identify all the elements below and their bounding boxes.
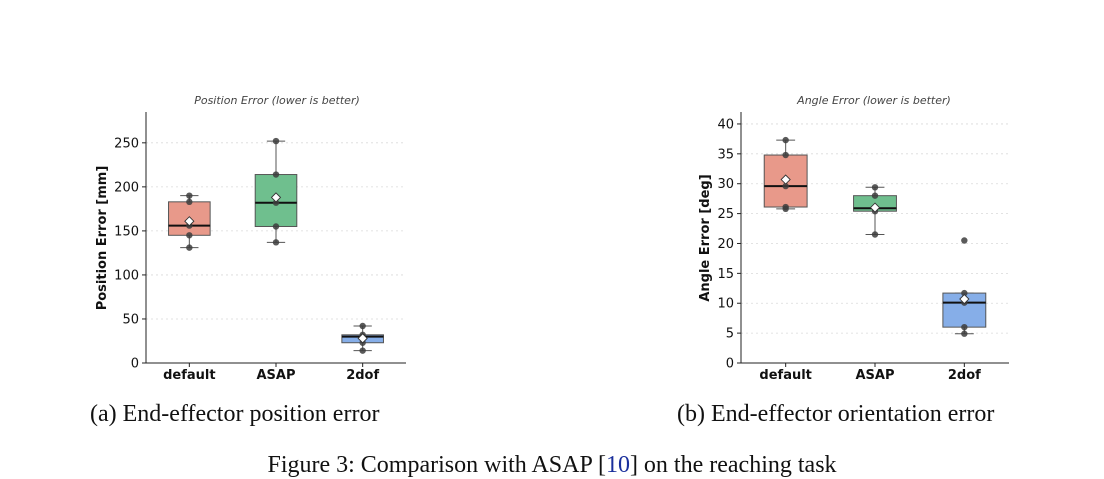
angle-error-y-ticks: 0 5 10 15 20 25 30 35 40 <box>717 117 741 372</box>
y-tick-label: 40 <box>717 117 734 132</box>
data-point <box>782 203 789 211</box>
x-tick-label: default <box>759 368 811 383</box>
angle-error-title: Angle Error (lower is better) <box>796 94 951 107</box>
position-error-y-ticks: 0 50 100 150 200 250 <box>114 136 146 372</box>
subcaption-position-error: (a) End-effector position error <box>90 401 380 427</box>
data-point <box>186 198 193 206</box>
angle-error-boxes <box>763 136 987 337</box>
position-error-boxes <box>168 137 384 354</box>
figure-caption-prefix: Figure 3: Comparison with ASAP [ <box>267 452 606 478</box>
y-tick-label: 15 <box>717 267 734 282</box>
y-tick-label: 150 <box>114 224 139 239</box>
x-tick-label: 2dof <box>346 368 379 383</box>
y-tick-label: 50 <box>122 312 139 327</box>
y-tick-label: 35 <box>717 147 734 162</box>
figure-caption-suffix: ] on the reaching task <box>629 452 837 478</box>
y-tick-label: 0 <box>131 357 139 372</box>
mean-marker <box>357 333 368 344</box>
y-tick-label: 20 <box>717 237 734 252</box>
subcaption-orientation-error: (b) End-effector orientation error <box>677 401 995 427</box>
y-tick-label: 100 <box>114 268 139 283</box>
y-tick-label: 200 <box>114 180 139 195</box>
data-point <box>782 182 789 190</box>
box-group <box>942 237 987 337</box>
data-point <box>359 322 366 330</box>
position-error-title: Position Error (lower is better) <box>194 94 360 107</box>
mean-marker <box>780 174 791 185</box>
data-point <box>186 244 193 251</box>
x-tick-label: ASAP <box>256 368 295 383</box>
data-point <box>272 223 280 230</box>
data-point <box>272 137 280 145</box>
y-tick-label: 25 <box>717 207 734 222</box>
citation-link[interactable]: 10 <box>605 452 630 478</box>
data-point <box>871 184 879 191</box>
mean-marker <box>184 216 195 227</box>
box-group <box>763 136 808 213</box>
box-group <box>853 184 897 238</box>
box-group <box>168 192 211 251</box>
mean-marker <box>270 192 282 203</box>
mean-marker <box>869 202 881 213</box>
data-point <box>961 323 968 331</box>
mean-marker <box>959 293 970 305</box>
position-error-x-ticks: default ASAP 2dof <box>163 363 379 383</box>
angle-error-y-axis-label: Angle Error [deg] <box>698 174 713 301</box>
angle-error-x-ticks: default ASAP 2dof <box>759 363 981 383</box>
data-point <box>871 231 879 238</box>
data-point <box>782 151 789 159</box>
x-tick-label: ASAP <box>855 368 894 383</box>
position-error-y-axis-label: Position Error [mm] <box>95 166 110 311</box>
x-tick-label: default <box>163 368 215 383</box>
data-point <box>871 192 879 199</box>
data-point <box>186 192 193 199</box>
data-point <box>961 330 968 337</box>
data-point <box>359 347 366 354</box>
figure-caption: Figure 3: Comparison with ASAP [10] on t… <box>0 452 1104 479</box>
data-point <box>961 289 968 297</box>
position-error-panel: Position Error (lower is better) Positio… <box>95 94 406 383</box>
data-point <box>186 232 193 239</box>
y-tick-label: 30 <box>717 177 734 192</box>
y-tick-label: 0 <box>726 357 734 372</box>
box-group <box>341 322 384 354</box>
y-tick-label: 5 <box>726 327 734 342</box>
outlier-point <box>961 237 968 244</box>
data-point <box>272 199 280 206</box>
x-tick-label: 2dof <box>948 368 981 383</box>
y-tick-label: 250 <box>114 136 139 151</box>
data-point <box>272 171 280 178</box>
data-point <box>272 239 280 246</box>
data-point <box>782 136 789 144</box>
angle-error-panel: Angle Error (lower is better) Angle Erro… <box>698 94 1009 383</box>
y-tick-label: 10 <box>717 297 734 312</box>
box-group <box>254 137 298 246</box>
